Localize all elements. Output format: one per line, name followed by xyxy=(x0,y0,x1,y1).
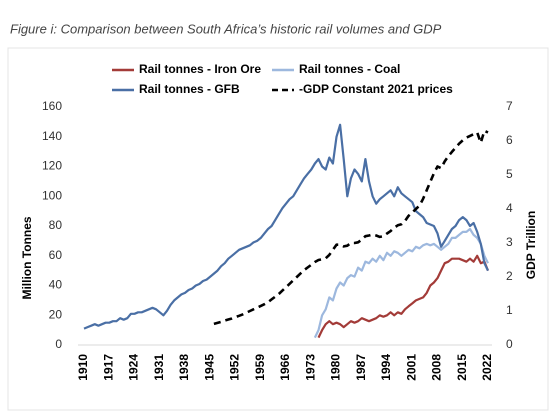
series-line xyxy=(83,123,489,330)
y-tick-label: 160 xyxy=(42,99,62,113)
y2-tick-label: 3 xyxy=(506,235,513,249)
legend-label: -GDP Constant 2021 prices xyxy=(299,82,453,96)
y2-tick-label: 1 xyxy=(506,303,513,317)
y2-tick-label: 0 xyxy=(506,337,513,351)
x-tick-label: 2015 xyxy=(455,354,469,381)
x-tick-label: 2008 xyxy=(430,354,444,381)
x-tick-label: 1994 xyxy=(379,354,393,381)
x-tick-label: 1924 xyxy=(127,354,141,381)
legend-label: Rail tonnes - Coal xyxy=(299,62,400,76)
x-tick-label: 1910 xyxy=(76,354,90,381)
chart-frame xyxy=(7,47,549,411)
x-tick-label: 1959 xyxy=(253,354,267,381)
y-tick-label: 40 xyxy=(49,278,63,292)
y2-tick-label: 2 xyxy=(506,269,513,283)
series-line xyxy=(317,254,490,339)
y2-tick-label: 5 xyxy=(506,167,513,181)
y-tick-label: 120 xyxy=(42,159,62,173)
y-tick-label: 80 xyxy=(49,218,63,232)
legend-label: Rail tonnes - GFB xyxy=(139,82,240,96)
y-tick-label: 100 xyxy=(42,188,62,202)
series-line xyxy=(313,227,489,339)
y2-axis-label: GDP Trillion xyxy=(524,211,538,279)
x-tick-label: 1931 xyxy=(152,354,166,381)
y-tick-label: 20 xyxy=(49,307,63,321)
x-tick-label: 1938 xyxy=(177,354,191,381)
x-tick-label: 2001 xyxy=(404,354,418,381)
y2-tick-label: 6 xyxy=(506,133,513,147)
chart-title: Figure i: Comparison between South Afric… xyxy=(10,21,442,36)
series-line xyxy=(213,129,489,326)
x-tick-label: 1952 xyxy=(228,354,242,381)
y2-tick-label: 7 xyxy=(506,99,513,113)
x-tick-label: 2022 xyxy=(480,354,494,381)
y-tick-label: 140 xyxy=(42,129,62,143)
x-tick-label: 1917 xyxy=(101,354,115,381)
x-tick-label: 1945 xyxy=(202,354,216,381)
legend-label: Rail tonnes - Iron Ore xyxy=(139,62,261,76)
x-tick-label: 1973 xyxy=(303,354,317,381)
y2-tick-label: 4 xyxy=(506,201,513,215)
y-tick-label: 60 xyxy=(49,248,63,262)
x-tick-label: 1980 xyxy=(329,354,343,381)
x-tick-label: 1966 xyxy=(278,354,292,381)
y-tick-label: 0 xyxy=(55,337,62,351)
y-axis-label: Million Tonnes xyxy=(20,216,34,299)
x-tick-label: 1987 xyxy=(354,354,368,381)
